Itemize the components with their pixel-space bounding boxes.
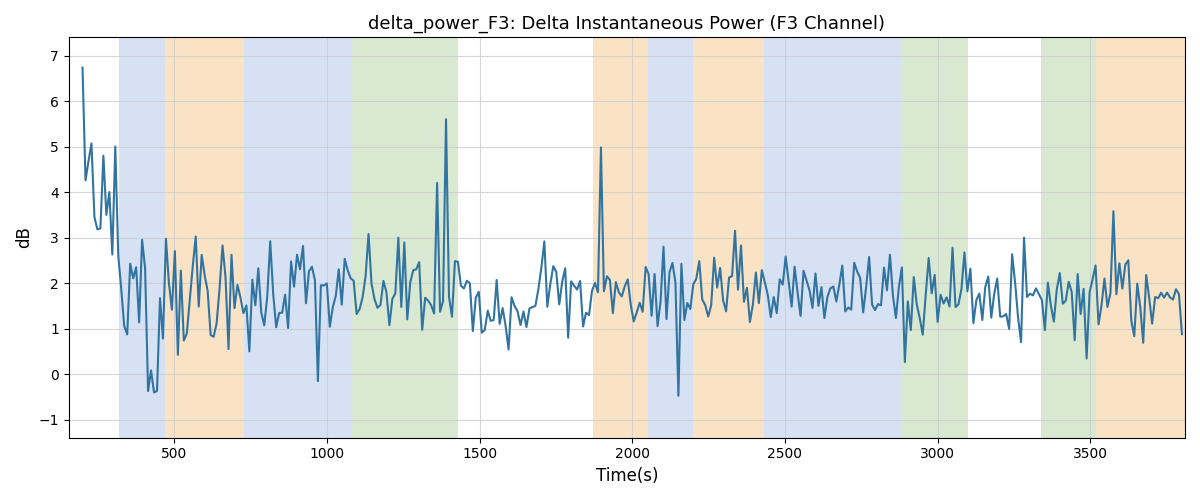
- Title: delta_power_F3: Delta Instantaneous Power (F3 Channel): delta_power_F3: Delta Instantaneous Powe…: [368, 15, 886, 34]
- Bar: [245, 38, 290, 438]
- Bar: [763, 38, 812, 438]
- Bar: [901, 38, 968, 438]
- Bar: [648, 38, 694, 438]
- Bar: [694, 38, 763, 438]
- Bar: [593, 38, 648, 438]
- Bar: [1042, 38, 1097, 438]
- Bar: [164, 38, 245, 438]
- X-axis label: Time(s): Time(s): [595, 467, 658, 485]
- Bar: [1097, 38, 1186, 438]
- Bar: [388, 38, 458, 438]
- Bar: [290, 38, 352, 438]
- Bar: [119, 38, 164, 438]
- Bar: [846, 38, 901, 438]
- Bar: [812, 38, 846, 438]
- Y-axis label: dB: dB: [16, 226, 34, 248]
- Bar: [352, 38, 388, 438]
